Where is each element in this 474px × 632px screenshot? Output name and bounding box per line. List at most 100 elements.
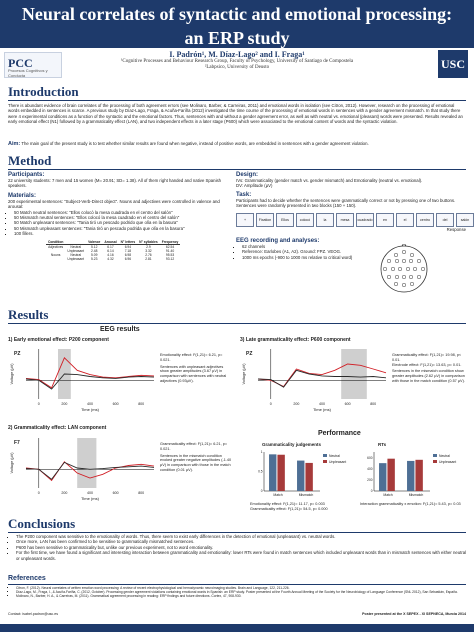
- list-item: P600 has been sensitive to grammaticalit…: [16, 545, 468, 550]
- x-tick-label: 400: [319, 402, 325, 406]
- task-text: Participants had to decide whether the s…: [236, 197, 456, 209]
- legend-swatch: [433, 454, 437, 457]
- series-line: [25, 461, 155, 482]
- y-axis-label: Voltage (µV): [242, 363, 246, 385]
- list-item: The P200 component was sensitive to the …: [16, 534, 468, 539]
- pcc-logo-sub: Procesos Cognitivos y Conducta: [8, 68, 48, 78]
- participants-text: 22 university students: 7 men and 15 wom…: [8, 178, 222, 189]
- p200-effect: Emotionality effect: F(1,21)= 6.21, p= 0…: [160, 353, 223, 362]
- trial-frame: cuadrado: [356, 212, 374, 227]
- table-cell: 2.48: [91, 248, 98, 253]
- aim-block: Aim: The main goal of the present study …: [8, 141, 466, 147]
- p600-effect: Grammaticality effect: F(1,21)= 19.98, p…: [392, 353, 462, 362]
- list-item: 50 Mismatch neutral sentences: "Ellos co…: [14, 215, 230, 220]
- x-tick-label: 200: [293, 402, 299, 406]
- table-cell: 2.81: [145, 256, 152, 261]
- y-axis-label: Voltage (µV): [10, 363, 14, 385]
- table-cell: 2.76: [145, 252, 152, 257]
- introduction-heading: Introduction: [8, 84, 79, 99]
- materials-list: 50 Match neutral sentences: "Ellos coloc…: [8, 210, 230, 237]
- performance-stats-right: Interaction grammaticality x emotion: F(…: [360, 502, 464, 507]
- table-cell: 6.98: [124, 252, 132, 257]
- lan-effect: Grammaticality effect: F(1,21)= 6.21, p=…: [160, 442, 228, 451]
- x-axis-label: Time (ms): [81, 496, 100, 501]
- table-cell: [46, 257, 65, 261]
- list-item: 62 channels: [242, 244, 372, 249]
- table-row: Unpleasant 2.48 6.14 7.18 3.32 91.40: [46, 249, 180, 253]
- electrode-label: PZ: [246, 351, 252, 357]
- x-tick-label: 200: [61, 491, 67, 495]
- legend-label: Neutral: [439, 454, 450, 458]
- introduction-rule: [8, 100, 466, 101]
- rts-title: RTs: [378, 442, 387, 447]
- conclusions-heading: Conclusions: [8, 516, 76, 531]
- table-cell: Unpleasant: [67, 256, 85, 261]
- x-tick-label: 0: [38, 491, 40, 495]
- usc-logo: USC: [438, 50, 468, 78]
- design-dv: DV: Amplitude (µV): [236, 183, 273, 189]
- list-item: 1000 ms epochs (-900 to 1000 ms relative…: [242, 255, 372, 260]
- p200-title: 1) Early emotional effect: P200 componen…: [8, 337, 109, 343]
- x-tick-label: Match: [383, 493, 392, 497]
- pcc-logo-mark: PCC: [8, 56, 33, 70]
- conference-note: Poster presented at the X SEPEX - XI SEP…: [362, 612, 466, 616]
- list-item: Molinaro, N., Barber, H. A., & Carreiras…: [16, 594, 468, 598]
- p600-stats: Grammaticality effect: F(1,21)= 19.98, p…: [392, 353, 466, 384]
- method-left-column: Participants: 22 university students: 7 …: [8, 172, 230, 261]
- x-tick-label: 0: [38, 402, 40, 406]
- table-cell: 3.32: [145, 248, 152, 253]
- list-item: Reference: Earlobes (A1, A2). Ground: FP…: [242, 249, 372, 254]
- list-item: 100 fillers.: [14, 231, 230, 236]
- time-window-shade: [77, 438, 97, 488]
- response-note: Response: [446, 226, 466, 232]
- bar: [269, 454, 277, 491]
- y-axis-label: Voltage (µV): [10, 452, 14, 474]
- x-tick-label: 800: [370, 402, 376, 406]
- poster-title-line2: an ERP study: [184, 28, 290, 48]
- y-tick-label: 0: [371, 489, 373, 493]
- trial-frame: colocó: [296, 212, 314, 227]
- references-heading: References: [8, 575, 46, 582]
- trial-frame: del: [436, 212, 454, 227]
- affiliation-1: ¹Cognitive Processes and Behaviour Resea…: [120, 59, 354, 64]
- x-tick-label: Match: [273, 493, 282, 497]
- pcc-logo: PCC Procesos Cognitivos y Conducta: [4, 52, 62, 78]
- table-cell: Unpleasant: [67, 248, 85, 253]
- y-tick-label: 200: [367, 478, 373, 482]
- x-tick-label: 800: [138, 491, 144, 495]
- y-tick-label: 0.5: [258, 470, 263, 474]
- stimulus-table: Condition Valence Arousal N° letters N° …: [46, 239, 181, 261]
- x-axis-label: Time (ms): [313, 407, 332, 412]
- materials-heading: Materials:: [8, 192, 37, 199]
- list-item: 50 Match unpleasant sentences: "Tania ti…: [14, 220, 230, 225]
- table-cell: Adjectives: [48, 244, 64, 249]
- table-header: N° letters: [118, 239, 138, 245]
- table-header: Condition: [46, 239, 66, 245]
- legend-label: Unpleasant: [439, 460, 456, 464]
- table-cell: 95.53: [165, 252, 175, 257]
- bar: [277, 454, 285, 491]
- table-header: Frequency: [159, 239, 181, 245]
- bar: [407, 460, 415, 491]
- table-cell: 6.17: [107, 244, 114, 249]
- list-item: Citron, F. (2012). Neural correlates of …: [16, 586, 468, 590]
- method-heading: Method: [8, 153, 52, 168]
- performance-title: Performance: [318, 430, 361, 437]
- table-header: N° syllables: [137, 239, 160, 245]
- x-tick-label: 400: [87, 491, 93, 495]
- trial-frame: +: [236, 212, 254, 227]
- p200-chart: 0 200 400 600 800 Time (ms) Voltage (µV) PZ: [10, 349, 155, 412]
- legend-label: Neutral: [329, 454, 340, 458]
- table-header: [65, 239, 87, 245]
- eeg-heading: EEG recording and analyses:: [236, 238, 320, 245]
- y-tick-label: 400: [367, 467, 373, 471]
- y-tick-label: 0: [261, 489, 263, 493]
- eeg-results-title: EEG results: [100, 326, 140, 333]
- table-cell: Neutral: [70, 252, 82, 257]
- table-cell: 93.12: [165, 256, 175, 261]
- electrode-label: F7: [14, 440, 20, 446]
- x-tick-label: Mismatch: [409, 493, 424, 497]
- authors-block: I. Padrón¹, M. Díaz-Lago² and I. Fraga¹ …: [70, 50, 404, 71]
- electrode-label: PZ: [14, 351, 20, 357]
